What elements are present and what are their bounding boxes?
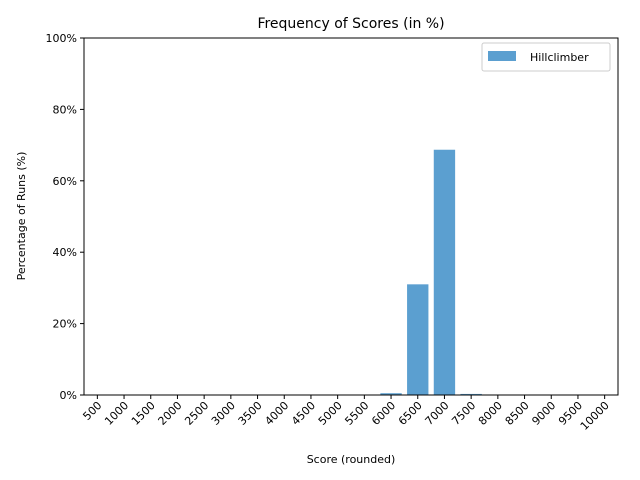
x-tick-label: 7000 <box>423 399 452 428</box>
x-tick-label: 6500 <box>396 399 425 428</box>
x-tick-label: 4500 <box>289 399 318 428</box>
y-tick-label: 0% <box>60 389 77 402</box>
x-tick-label: 8500 <box>503 399 532 428</box>
y-axis-label: Percentage of Runs (%) <box>15 152 28 281</box>
x-tick-label: 500 <box>80 399 104 423</box>
legend-swatch <box>488 51 516 61</box>
bar-7500 <box>460 393 482 395</box>
x-tick-label: 2000 <box>156 399 185 428</box>
x-tick-label: 7500 <box>449 399 478 428</box>
y-tick-label: 60% <box>53 175 77 188</box>
legend: Hillclimber <box>481 42 611 72</box>
plot-frame <box>83 37 619 396</box>
x-tick-label: 10000 <box>578 399 612 433</box>
bars-layer <box>380 149 482 395</box>
x-tick-label: 8000 <box>476 399 505 428</box>
x-tick-label: 9000 <box>529 399 558 428</box>
axes-layer: 0% 20% 40% 60% 80% 100% 5001000150020002500300… <box>46 32 619 433</box>
bar-6500 <box>407 284 429 395</box>
bar-6000 <box>380 393 402 395</box>
legend-label: Hillclimber <box>530 51 589 64</box>
y-tick-label: 20% <box>53 318 77 331</box>
chart-title: Frequency of Scores (in %) <box>257 16 444 32</box>
x-tick-label: 6000 <box>369 399 398 428</box>
x-tick-label: 5000 <box>316 399 345 428</box>
y-tick-label: 80% <box>53 103 77 116</box>
legend-frame <box>481 42 611 72</box>
x-tick-label: 4000 <box>262 399 291 428</box>
y-tick-label: 40% <box>53 246 77 259</box>
x-tick-label: 5500 <box>342 399 371 428</box>
x-tick-label: 3000 <box>209 399 238 428</box>
x-tick-label: 2500 <box>182 399 211 428</box>
x-tick-label: 3500 <box>236 399 265 428</box>
x-tick-label: 1000 <box>102 399 131 428</box>
x-tick-label: 1500 <box>129 399 158 428</box>
bar-7000 <box>433 149 456 395</box>
y-tick-label: 100% <box>46 32 77 45</box>
x-axis-label: Score (rounded) <box>307 453 396 466</box>
